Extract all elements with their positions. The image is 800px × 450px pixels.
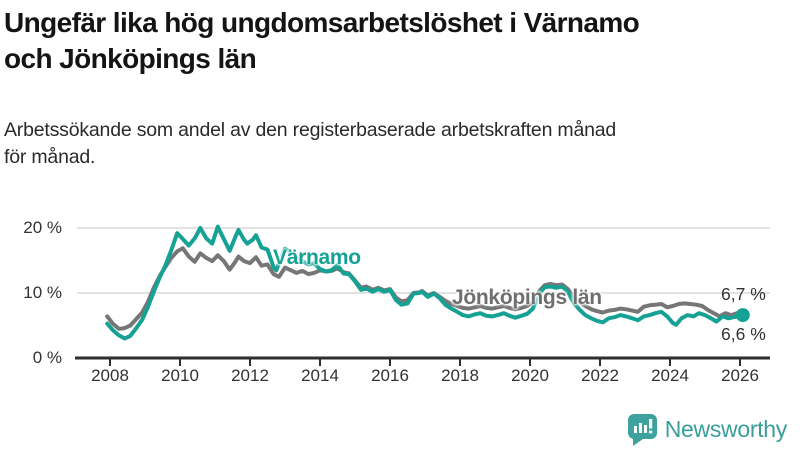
- newsworthy-bubble-chart-icon: [627, 414, 657, 446]
- y-tick-label-10: 10 %: [23, 283, 62, 302]
- end-value-jonkoping: 6,7 %: [721, 284, 766, 304]
- chart-subtitle-line1: Arbetssökande som andel av den registerb…: [4, 119, 617, 141]
- x-tick-label-2024: 2024: [651, 366, 689, 385]
- series-label-jonkoping: Jönköpings län: [452, 286, 602, 309]
- chart-subtitle: Arbetssökande som andel av den registerb…: [4, 117, 796, 172]
- end-dot-v-rnamo: [735, 308, 750, 323]
- x-tick-label-2014: 2014: [301, 366, 339, 385]
- page-title: Ungefär lika hög ungdomsarbetslöshet i V…: [4, 5, 796, 76]
- y-tick-label-20: 20 %: [23, 218, 62, 237]
- chart-subtitle-line2: för månad.: [4, 146, 96, 169]
- page-title-line2: och Jönköpings län: [4, 42, 257, 74]
- x-tick-label-2008: 2008: [91, 366, 129, 385]
- x-tick-label-2022: 2022: [581, 366, 619, 385]
- x-tick-label-2010: 2010: [161, 366, 199, 385]
- x-tick-label-2016: 2016: [371, 366, 409, 385]
- y-tick-label-0: 0 %: [32, 348, 62, 367]
- page-title-line1: Ungefär lika hög ungdomsarbetslöshet i V…: [4, 7, 640, 38]
- series-label-varnamo: Värnamo: [273, 246, 361, 269]
- line-v-rnamo: [105, 224, 745, 341]
- x-tick-label-2012: 2012: [231, 366, 269, 385]
- x-tick-label-2026: 2026: [721, 366, 759, 385]
- newsworthy-logo: Newsworthy: [626, 412, 787, 446]
- line-chart: [75, 224, 770, 366]
- end-value-varnamo: 6,6 %: [721, 324, 766, 344]
- newsworthy-wordmark: Newsworthy: [664, 415, 788, 442]
- x-tick-label-2020: 2020: [511, 366, 549, 385]
- x-tick-label-2018: 2018: [441, 366, 479, 385]
